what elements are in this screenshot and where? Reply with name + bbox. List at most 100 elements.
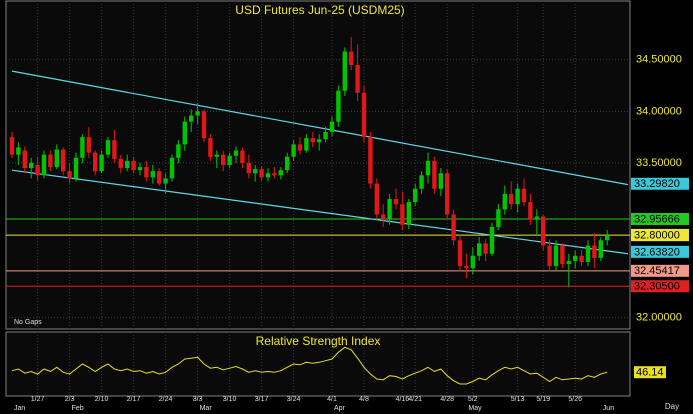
candle-body xyxy=(502,193,507,210)
candle-body xyxy=(29,162,34,169)
candle-body xyxy=(317,139,322,143)
candle-body xyxy=(73,157,79,179)
candle-body xyxy=(368,137,373,184)
candle-body xyxy=(253,169,258,174)
candle-body xyxy=(195,111,200,116)
rsi-title: Relative Strength Index xyxy=(256,334,381,348)
candle-body xyxy=(419,175,424,189)
month-label: May xyxy=(468,405,482,412)
x-tick-label: 3/10 xyxy=(223,396,237,403)
candle-body xyxy=(99,154,104,172)
candle-body xyxy=(131,160,136,171)
month-label: Jun xyxy=(603,405,614,412)
price-tag-label: 33.29820 xyxy=(634,178,680,190)
candle-body xyxy=(477,243,482,256)
y-tick-label: 34.50000 xyxy=(636,54,682,66)
x-tick-label: 5/26 xyxy=(568,396,582,403)
candle-body xyxy=(432,160,437,189)
price-tag xyxy=(631,245,689,258)
price-tag-label: 32.45417 xyxy=(634,265,680,277)
interval-label: Day xyxy=(665,402,679,411)
candle-body xyxy=(470,255,475,269)
gaps-note: No Gaps xyxy=(14,319,42,326)
price-tag xyxy=(631,280,689,293)
candle-body xyxy=(598,240,603,258)
y-tick-label: 33.50000 xyxy=(636,157,682,169)
price-tag xyxy=(631,212,689,225)
candle-body xyxy=(451,214,456,241)
x-tick-label: 2/24 xyxy=(159,396,173,403)
candle-body xyxy=(291,144,296,157)
candle-body xyxy=(361,92,367,138)
candle-body xyxy=(169,157,175,179)
candle-body xyxy=(521,188,527,203)
candle-body xyxy=(9,137,15,155)
candle-body xyxy=(48,154,53,168)
price-tag-label: 32.95666 xyxy=(634,213,680,225)
candle-body xyxy=(208,138,213,157)
price-tag xyxy=(631,177,689,190)
candle-body xyxy=(438,173,443,189)
candle-body xyxy=(579,255,584,262)
candle-body xyxy=(355,64,360,93)
candle-body xyxy=(553,245,559,267)
candle-body xyxy=(137,167,143,171)
candle-body xyxy=(329,121,335,132)
candle-body xyxy=(227,155,232,165)
candle-body xyxy=(336,90,341,122)
month-label: Mar xyxy=(200,405,213,412)
x-tick-label: 4/1 xyxy=(327,396,337,403)
candle-body xyxy=(41,154,47,176)
price-tag xyxy=(631,264,689,277)
x-tick-label: 5/19 xyxy=(536,396,550,403)
candle-body xyxy=(118,158,123,169)
candle-body xyxy=(393,199,399,205)
candle-body xyxy=(406,202,411,225)
candle-body xyxy=(592,245,597,258)
candle-body xyxy=(93,152,98,172)
chart-title: USD Futures Jun-25 (USDM25) xyxy=(235,3,404,17)
x-tick-label: 5/2 xyxy=(468,396,478,403)
candle-body xyxy=(105,140,111,155)
candle-body xyxy=(483,243,488,254)
candle-body xyxy=(515,188,520,205)
candle-body xyxy=(67,171,72,179)
candle-body xyxy=(509,193,514,205)
candle-body xyxy=(560,245,565,265)
rsi-value-label: 46.14 xyxy=(636,367,664,379)
x-tick-label: 3/24 xyxy=(287,396,301,403)
x-tick-label: 4/21 xyxy=(408,396,422,403)
candle-body xyxy=(150,171,155,178)
candle-body xyxy=(35,165,40,176)
rsi-line xyxy=(11,346,608,385)
candle-body xyxy=(246,162,251,174)
candle-body xyxy=(182,121,187,145)
candle-body xyxy=(86,137,91,153)
candle-body xyxy=(221,154,226,165)
candle-body xyxy=(445,173,450,215)
x-tick-label: 2/3 xyxy=(65,396,75,403)
candle-body xyxy=(16,147,21,155)
x-tick-label: 2/17 xyxy=(127,396,141,403)
candle-body xyxy=(189,115,194,122)
x-tick-label: 3/3 xyxy=(193,396,203,403)
candle-body xyxy=(541,216,546,246)
candle-body xyxy=(61,149,66,172)
candle-body xyxy=(605,235,610,241)
candle-body xyxy=(425,160,431,176)
candle-body xyxy=(381,214,386,220)
month-label: Jan xyxy=(14,405,25,412)
candle-body xyxy=(400,204,405,225)
candle-body xyxy=(387,199,392,220)
month-label: Apr xyxy=(334,405,346,412)
candle-body xyxy=(157,171,162,184)
price-tag-label: 32.30500 xyxy=(634,281,680,293)
x-tick-label: 4/16 xyxy=(396,396,410,403)
candle-body xyxy=(233,150,239,156)
candle-body xyxy=(278,170,283,176)
price-tag-label: 32.80000 xyxy=(634,230,680,242)
candle-body xyxy=(297,144,303,151)
candle-body xyxy=(265,173,271,178)
x-tick-label: 1/27 xyxy=(31,396,45,403)
